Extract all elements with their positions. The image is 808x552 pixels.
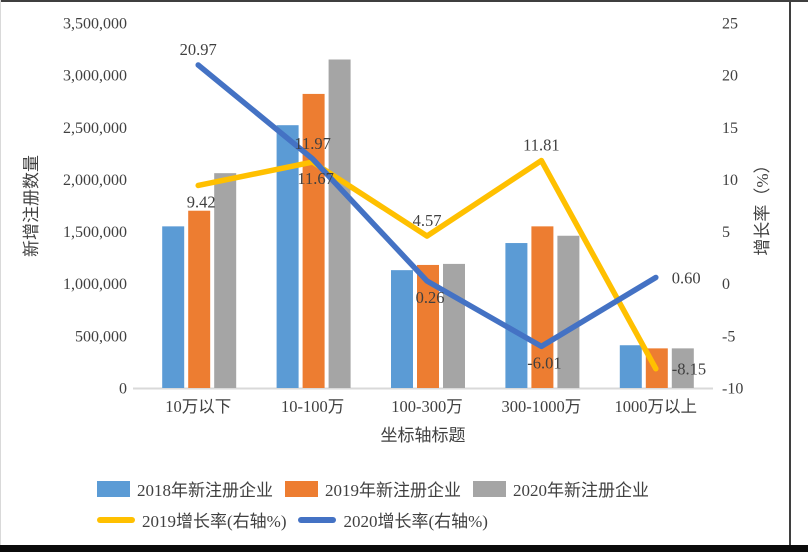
combo-chart: 0 500,000 1,000,000 1,500,000 2,000,000 2,500… bbox=[22, 16, 772, 446]
left-axis-title: 新增注册数量 bbox=[22, 155, 41, 257]
legend-swatch-bar bbox=[473, 480, 506, 497]
legend-item-2019年新注册企业: 2019年新注册企业 bbox=[285, 476, 461, 501]
right-axis-title: 增长率（%） bbox=[753, 156, 772, 255]
data-label-2019增长率(右轴%)-1000万以上: -8.15 bbox=[672, 360, 706, 379]
data-label-2020增长率(右轴%)-1000万以上: 0.60 bbox=[672, 268, 701, 287]
right-axis-tick-label: 5 bbox=[722, 224, 730, 241]
legend-row-lines: 2019增长率(右轴%) 2020增长率(右轴%) bbox=[97, 504, 757, 535]
bar-2018年新注册企业-300-1000万 bbox=[505, 243, 528, 388]
right-axis-tick-label: 15 bbox=[722, 120, 738, 137]
legend-label: 2018年新注册企业 bbox=[137, 481, 273, 500]
data-label-2019增长率(右轴%)-100-300万: 4.57 bbox=[413, 211, 442, 230]
chart-legend: 2018年新注册企业 2019年新注册企业 2020年新注册企业 2019增长率(右… bbox=[97, 473, 757, 535]
legend-label: 2019年新注册企业 bbox=[325, 481, 461, 500]
bar-2018年新注册企业-100-300万 bbox=[391, 270, 413, 388]
data-label-2020增长率(右轴%)-300-1000万: -6.01 bbox=[527, 353, 561, 372]
bar-2019年新注册企业-10万以下 bbox=[188, 210, 211, 388]
legend-item-2020增长率(右轴%): 2020增长率(右轴%) bbox=[298, 507, 488, 532]
right-axis-tick-label: 0 bbox=[722, 276, 730, 293]
right-axis-tick-label: 25 bbox=[722, 16, 738, 33]
bar-2020年新注册企业-10-100万 bbox=[328, 59, 351, 388]
category-label: 10万以下 bbox=[165, 397, 231, 416]
line-2019增长率(右轴%) bbox=[195, 157, 659, 372]
right-axis-tick-label: -5 bbox=[722, 328, 735, 345]
data-label-2019增长率(右轴%)-10-100万: 11.67 bbox=[297, 169, 334, 188]
line-2020增长率(右轴%) bbox=[195, 62, 659, 350]
data-label-2020增长率(右轴%)-100-300万: 0.26 bbox=[416, 288, 445, 307]
data-label-2020增长率(右轴%)-10万以下: 20.97 bbox=[180, 40, 217, 59]
legend-swatch-line bbox=[97, 516, 135, 523]
bar-2019年新注册企业-100-300万 bbox=[417, 264, 439, 388]
x-axis-title: 坐标轴标题 bbox=[381, 426, 466, 445]
right-axis-tick-label: 20 bbox=[722, 68, 738, 85]
legend-item-2019增长率(右轴%): 2019增长率(右轴%) bbox=[97, 507, 286, 532]
window-left-edge bbox=[0, 0, 1, 545]
legend-item-2018年新注册企业: 2018年新注册企业 bbox=[97, 476, 273, 501]
left-axis-tick-label: 0 bbox=[119, 381, 127, 398]
category-label: 1000万以上 bbox=[615, 397, 698, 416]
left-axis-tick-label: 2,500,000 bbox=[63, 120, 127, 137]
left-axis-tick-label: 1,000,000 bbox=[63, 276, 127, 293]
right-axis-tick-label: -10 bbox=[722, 381, 743, 398]
bar-2018年新注册企业-10-100万 bbox=[276, 125, 299, 388]
data-label-2019增长率(右轴%)-10万以下: 9.42 bbox=[187, 192, 216, 211]
legend-swatch-line bbox=[298, 516, 337, 523]
left-axis-tick-label: 500,000 bbox=[75, 328, 127, 345]
legend-row-bars: 2018年新注册企业 2019年新注册企业 2020年新注册企业 bbox=[97, 473, 757, 504]
bar-2020年新注册企业-1000万以上 bbox=[671, 348, 694, 388]
left-axis-tick-label: 2,000,000 bbox=[63, 172, 127, 189]
window-bottom-edge bbox=[0, 545, 808, 552]
bar-2019年新注册企业-300-1000万 bbox=[531, 226, 554, 388]
left-axis-tick-label: 3,000,000 bbox=[63, 68, 127, 85]
right-axis-tick-label: 10 bbox=[722, 172, 738, 189]
category-label: 300-1000万 bbox=[502, 397, 582, 416]
window-right-edge bbox=[789, 0, 791, 545]
category-label: 100-300万 bbox=[391, 397, 463, 416]
legend-label: 2020增长率(右轴%) bbox=[343, 512, 488, 531]
legend-item-2020年新注册企业: 2020年新注册企业 bbox=[473, 476, 649, 501]
legend-label: 2019增长率(右轴%) bbox=[142, 512, 287, 531]
category-label: 10-100万 bbox=[281, 397, 344, 416]
data-label-2019增长率(右轴%)-300-1000万: 11.81 bbox=[523, 136, 560, 155]
bar-2018年新注册企业-10万以下 bbox=[162, 226, 185, 388]
bar-2020年新注册企业-100-300万 bbox=[443, 263, 465, 388]
left-axis-tick-label: 3,500,000 bbox=[63, 16, 127, 33]
legend-swatch-bar bbox=[97, 480, 130, 497]
left-axis-tick-label: 1,500,000 bbox=[63, 224, 127, 241]
legend-label: 2020年新注册企业 bbox=[513, 481, 649, 500]
bar-2020年新注册企业-300-1000万 bbox=[557, 235, 580, 388]
data-label-2020增长率(右轴%)-10-100万: 11.97 bbox=[294, 134, 331, 153]
bar-2020年新注册企业-10万以下 bbox=[214, 173, 237, 388]
bar-2018年新注册企业-1000万以上 bbox=[619, 345, 642, 388]
window-top-edge bbox=[0, 0, 808, 2]
legend-swatch-bar bbox=[285, 480, 318, 497]
